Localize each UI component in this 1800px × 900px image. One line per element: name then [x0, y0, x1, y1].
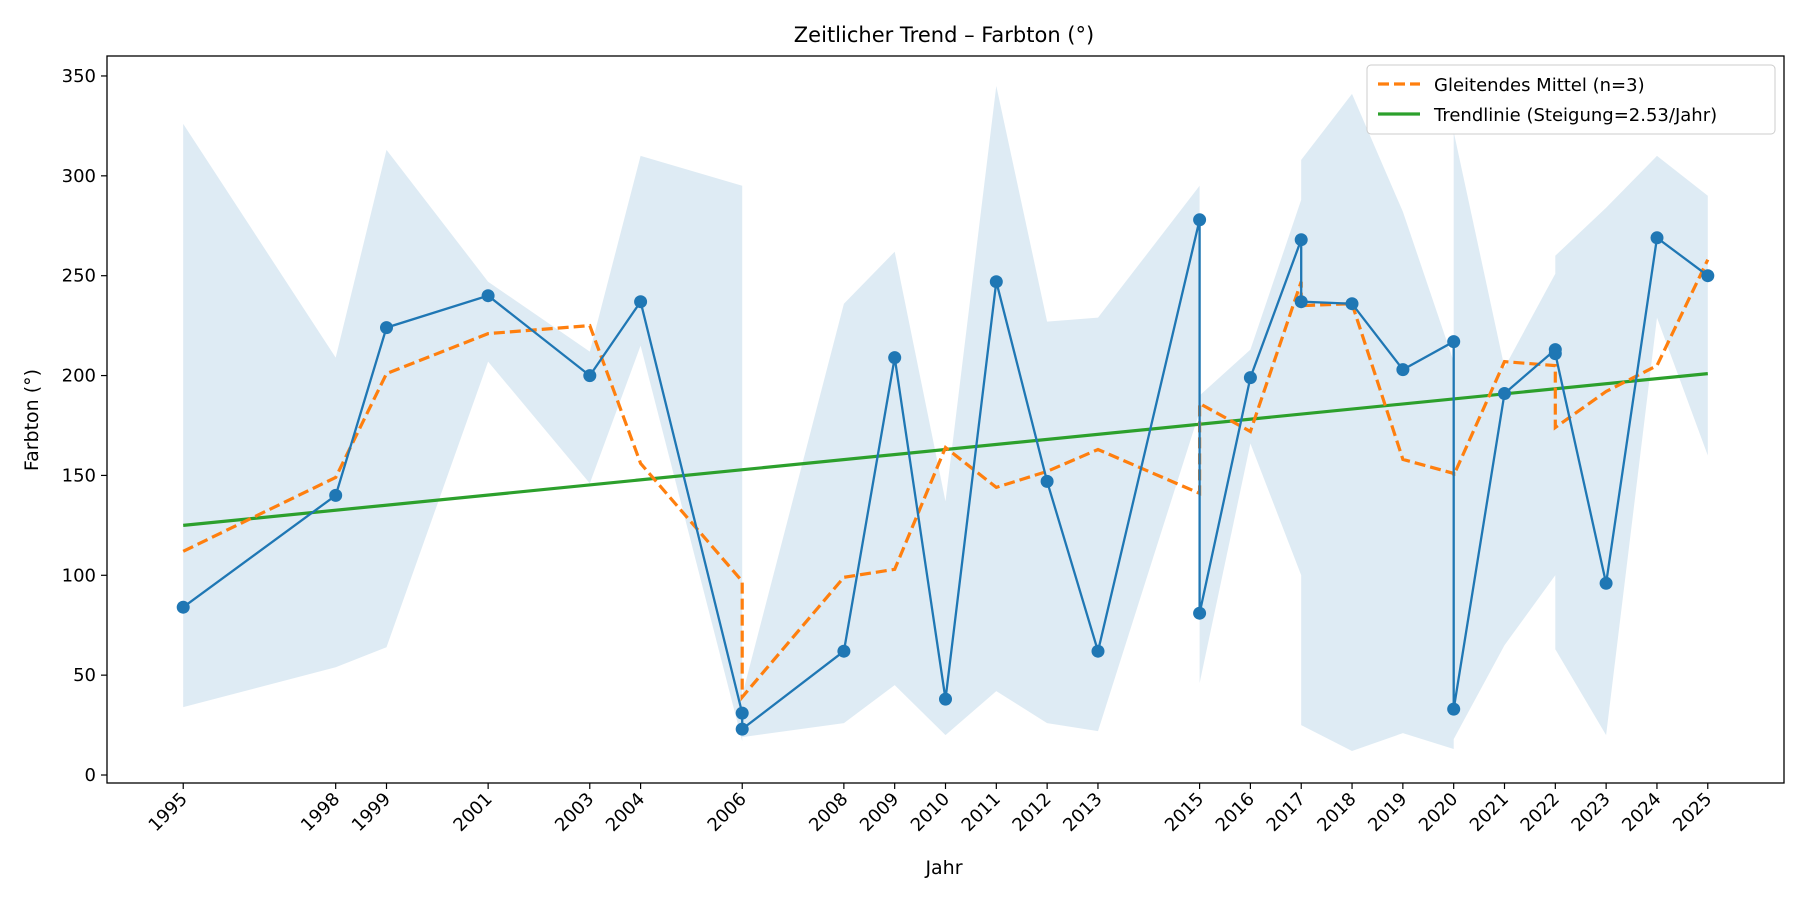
legend: Gleitendes Mittel (n=3) Trendlinie (Stei… [1366, 64, 1776, 135]
data-point [380, 321, 393, 335]
data-point [1447, 702, 1461, 716]
data-point [1650, 231, 1664, 245]
legend-moving-average-label: Gleitendes Mittel (n=3) [1434, 75, 1645, 96]
data-point [989, 275, 1003, 289]
data-point [1193, 606, 1207, 620]
x-axis-label: Jahr [924, 857, 962, 879]
y-tick-label: 250 [62, 266, 96, 287]
data-point [735, 706, 749, 720]
data-point [1091, 644, 1105, 658]
data-point [1294, 233, 1308, 247]
data-point [1396, 363, 1410, 377]
y-axis: 0 50 100 150 200 250 300 350 [62, 66, 107, 786]
data-point [888, 351, 902, 365]
y-tick-label: 150 [62, 465, 96, 486]
confidence-band [183, 86, 1708, 751]
y-tick-label: 100 [62, 565, 96, 586]
data-point [1599, 576, 1613, 590]
y-tick-label: 350 [62, 66, 96, 87]
legend-box [1366, 64, 1776, 135]
y-tick-label: 0 [85, 765, 96, 786]
data-point [176, 600, 190, 614]
data-point [837, 644, 851, 658]
y-tick-label: 300 [62, 166, 96, 187]
data-point [939, 692, 952, 706]
y-tick-label: 200 [62, 366, 96, 387]
data-point [481, 289, 495, 303]
data-point [1193, 213, 1207, 227]
data-point [1447, 335, 1461, 349]
data-point [1701, 269, 1715, 283]
data-point [583, 369, 597, 383]
data-point [1498, 387, 1511, 400]
y-axis-label: Farbton (°) [21, 369, 43, 471]
data-point [1243, 371, 1257, 385]
y-tick-label: 50 [73, 665, 96, 686]
data-series-layer [176, 213, 1715, 736]
data-point [634, 295, 648, 309]
chart-title: Zeitlicher Trend – Farbton (°) [794, 23, 1094, 47]
legend-trend-label: Trendlinie (Steigung=2.53/Jahr) [1433, 105, 1717, 126]
band-area [183, 86, 1708, 751]
data-point [1294, 295, 1308, 309]
data-point [735, 722, 749, 736]
data-point [1548, 347, 1562, 361]
data-point [1345, 297, 1359, 311]
data-point [1040, 474, 1054, 488]
data-point [329, 488, 343, 502]
